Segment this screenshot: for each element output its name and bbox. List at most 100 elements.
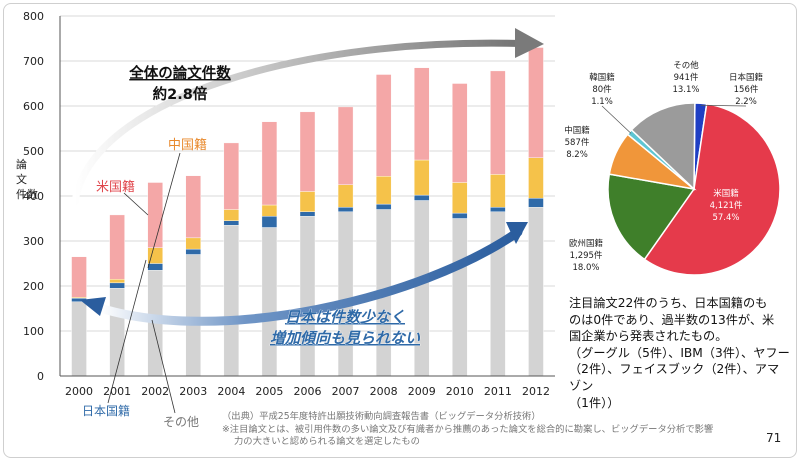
bar-segment-2008-米国籍 [375, 74, 392, 177]
pie-label-米国籍: 4,121件 [710, 200, 743, 211]
y-tick-label: 100 [23, 325, 44, 338]
bar-segment-2007-中国籍 [337, 184, 354, 208]
bar-segment-2001-日本国籍 [109, 282, 125, 289]
y-tick-label: 700 [23, 55, 44, 68]
bar-segment-2011-中国籍 [490, 174, 506, 208]
y-tick-label: 200 [23, 280, 44, 293]
x-tick-label: 2004 [217, 385, 245, 398]
china-label: 中国籍 [168, 137, 207, 153]
bar-segment-2008-中国籍 [375, 175, 392, 205]
japan-back-arrowhead [80, 297, 106, 316]
pie-label-その他: 941件 [674, 72, 699, 83]
source-line-2: ※注目論文とは、被引用件数の多い論文及び有識者から推薦のあった論文を総合的に勘案… [222, 423, 714, 435]
pie-label-欧州国籍: 1,295件 [570, 250, 603, 261]
japan-note-line2: 増加傾向も見られない [270, 329, 421, 347]
bar-segment-2005-中国籍 [261, 204, 278, 217]
y-axis-title-1: 論 [16, 157, 27, 171]
y-axis-title-3: 件数 [16, 188, 38, 201]
bar-segment-2002-米国籍 [147, 182, 163, 248]
bar-segment-2008-日本国籍 [375, 203, 392, 210]
japan-leader-line [107, 259, 147, 404]
x-tick-label: 2002 [141, 385, 169, 398]
pie-slice-欧州国籍 [607, 173, 696, 261]
bar-segment-2011-米国籍 [490, 70, 506, 175]
bar-segment-2005-米国籍 [261, 121, 278, 206]
pie-leader-日本国籍 [700, 104, 747, 107]
x-tick-label: 2011 [484, 385, 512, 398]
note-line-4: （グーグル（5件）、IBM（3件）、ヤフー [569, 345, 790, 360]
bar-segment-2011-日本国籍 [490, 207, 506, 212]
bar-segment-2011-その他 [490, 211, 506, 377]
note-text: 注目論文22件のうち、日本国籍のも のは0件であり、過半数の13件が、米 国企業… [569, 295, 791, 411]
x-tick-label: 2001 [103, 385, 131, 398]
bar-segment-2009-米国籍 [414, 67, 430, 161]
bar-segment-2002-日本国籍 [147, 263, 163, 271]
pie-label-中国籍: 中国籍 [564, 125, 590, 136]
other-label: その他 [163, 415, 199, 429]
bar-segment-2005-日本国籍 [261, 216, 278, 228]
bar-segment-2000-米国籍 [71, 256, 87, 298]
pie-label-中国籍: 587件 [565, 137, 590, 148]
usa-label: 米国籍 [96, 179, 135, 195]
bar-segment-2012-その他 [528, 207, 544, 377]
bar-segment-2007-その他 [337, 211, 354, 377]
bar-segment-2006-その他 [299, 216, 316, 377]
bar-segment-2001-その他 [109, 288, 125, 377]
total-ratio-label: 約2.8倍 [153, 85, 208, 103]
bar-segment-2012-中国籍 [528, 157, 544, 199]
bar-segment-2003-その他 [185, 254, 201, 377]
x-tick-label: 2006 [294, 385, 322, 398]
bar-segment-2004-日本国籍 [223, 220, 240, 226]
x-tick-label: 2008 [370, 385, 398, 398]
bar-segment-2001-米国籍 [109, 214, 125, 280]
pie-label-日本国籍: 日本国籍 [729, 72, 763, 83]
bar-segment-2012-日本国籍 [528, 198, 544, 208]
bar-segment-2003-日本国籍 [185, 248, 201, 255]
x-tick-label: 2005 [255, 385, 283, 398]
pie-label-日本国籍: 156件 [734, 84, 759, 95]
japan-flat-arrowhead [506, 222, 528, 244]
pie-label-韓国籍: 80件 [592, 84, 612, 95]
y-tick-label: 0 [37, 370, 44, 383]
pie-label-米国籍: 57.4% [712, 213, 739, 223]
pie-chart [607, 102, 781, 276]
bar-segment-2012-米国籍 [528, 47, 544, 158]
total-growth-arrow [71, 39, 539, 206]
japan-flat-arrow [95, 227, 523, 326]
bar-segment-2003-米国籍 [185, 175, 201, 239]
bar-segment-2010-その他 [452, 218, 468, 377]
bar-segment-2004-中国籍 [223, 209, 240, 221]
y-tick-label: 500 [23, 145, 44, 158]
note-line-3: 国企業から発表されたもの。 [569, 329, 728, 344]
y-tick-label: 400 [23, 190, 44, 203]
total-growth-arrowhead [515, 28, 544, 58]
x-axis: 2000 2001 2002 2003 2004 2005 2006 2007 2008 2009… [60, 375, 555, 398]
pie-label-韓国籍: 1.1% [591, 97, 613, 107]
bar-segment-2009-その他 [414, 200, 430, 377]
bar-segment-2009-日本国籍 [414, 194, 430, 201]
pie-label-日本国籍: 2.2% [735, 97, 757, 107]
note-line-1: 注目論文22件のうち、日本国籍のも [569, 296, 768, 310]
bars-group [71, 47, 544, 377]
china-leader-line [147, 152, 181, 269]
bar-segment-2001-中国籍 [109, 279, 125, 284]
bar-segment-2006-日本国籍 [299, 211, 316, 217]
pie-slice-その他 [630, 102, 696, 191]
bar-segment-2010-米国籍 [452, 83, 468, 183]
x-tick-label: 2009 [408, 385, 436, 398]
japan-note-line1: 日本は件数少なく [285, 308, 405, 326]
pie-label-欧州国籍: 18.0% [572, 263, 599, 273]
bar-segment-2007-日本国籍 [337, 207, 354, 212]
pie-label-その他: その他 [673, 60, 699, 71]
note-line-6: （1件）） [569, 395, 620, 410]
pie-label-欧州国籍: 欧州国籍 [569, 238, 603, 249]
bar-segment-2005-その他 [261, 227, 278, 377]
other-leader-line [151, 319, 176, 414]
pie-label-韓国籍: 韓国籍 [589, 72, 615, 83]
japan-label: 日本国籍 [82, 403, 130, 418]
total-title-label: 全体の論文件数 [128, 64, 231, 82]
pie-label-中国籍: 8.2% [566, 150, 588, 160]
x-tick-label: 2007 [332, 385, 360, 398]
